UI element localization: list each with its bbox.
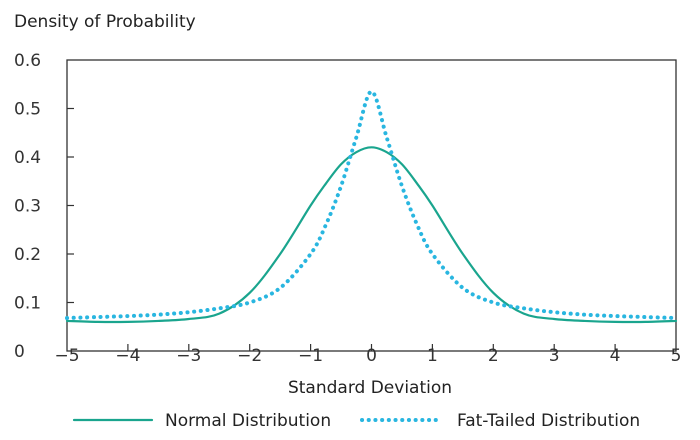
x-tick-label: −2 — [237, 346, 262, 366]
y-axis-title: Density of Probability — [14, 12, 196, 32]
plot-frame — [66, 59, 677, 352]
x-tick-label: −5 — [54, 346, 79, 366]
x-axis-ticks: −5 −4 −3 −2 −1 0 1 2 3 4 5 — [54, 344, 681, 366]
y-tick-label: 0.2 — [14, 245, 41, 265]
normal-series-line — [65, 146, 678, 324]
series-layer — [65, 89, 678, 324]
x-tick-label: 2 — [488, 346, 499, 366]
x-tick-label: 1 — [427, 346, 438, 366]
x-tick-label: 3 — [549, 346, 560, 366]
legend: Normal Distribution Fat-Tailed Distributi… — [72, 411, 640, 431]
x-tick-label: 5 — [671, 346, 682, 366]
legend-label-normal: Normal Distribution — [165, 411, 331, 431]
legend-label-fat-tailed: Fat-Tailed Distribution — [457, 411, 640, 431]
x-tick-label: −4 — [115, 346, 140, 366]
x-axis-title: Standard Deviation — [288, 378, 452, 398]
y-tick-label: 0.1 — [14, 294, 41, 314]
y-axis-ticks: 0 0.1 0.2 0.3 0.4 0.5 0.6 — [14, 51, 74, 362]
y-tick-label: 0.3 — [14, 197, 41, 217]
y-tick-label: 0.6 — [14, 51, 41, 71]
y-tick-label: 0 — [14, 342, 25, 362]
x-tick-label: −3 — [176, 346, 201, 366]
y-tick-label: 0.4 — [14, 148, 41, 168]
x-tick-label: −1 — [298, 346, 323, 366]
x-tick-label: 4 — [610, 346, 621, 366]
y-tick-label: 0.5 — [14, 100, 41, 120]
fat-tailed-series-line — [65, 89, 678, 321]
x-tick-label: 0 — [366, 346, 377, 366]
plot-area — [66, 59, 677, 352]
